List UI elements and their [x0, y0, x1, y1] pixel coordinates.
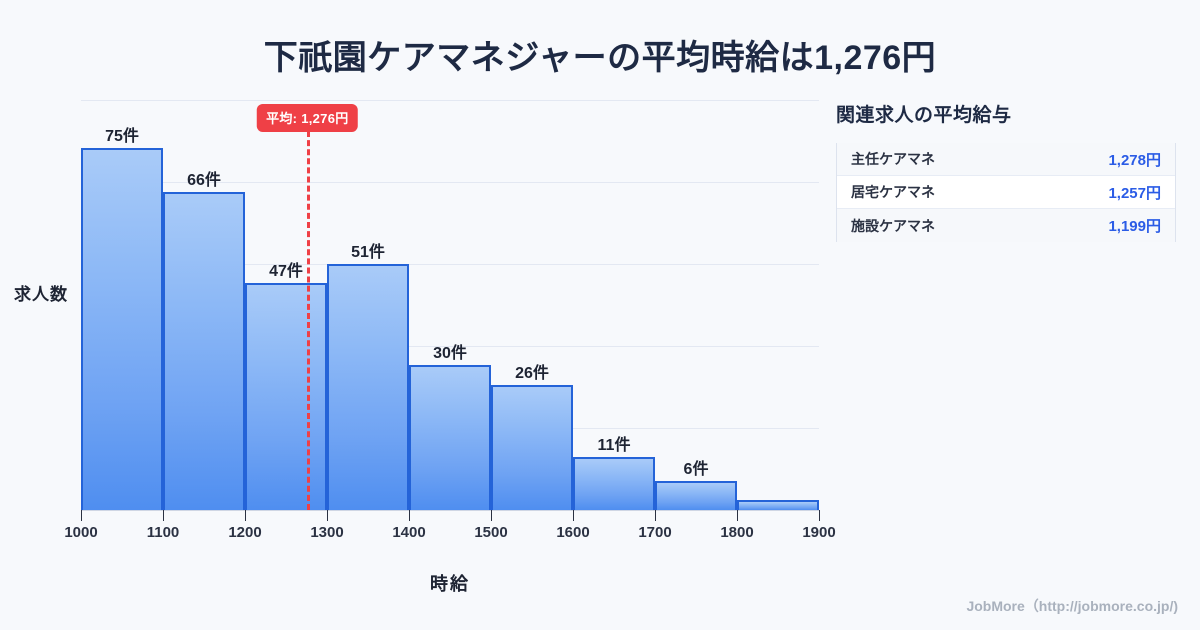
related-salary-table: 主任ケアマネ 1,278円居宅ケアマネ 1,257円施設ケアマネ 1,199円 [836, 143, 1176, 242]
y-axis-title: 求人数 [14, 285, 68, 304]
panel-title: 関連求人の平均給与 [836, 105, 1012, 126]
x-axis-tick-label: 1500 [474, 524, 508, 541]
histogram-bar[interactable] [573, 456, 655, 510]
gridline [81, 182, 819, 183]
histogram-bar[interactable] [491, 384, 573, 510]
table-row-value: 1,199円 [1108, 218, 1161, 235]
histogram-bar[interactable] [737, 500, 819, 510]
histogram-bar[interactable] [327, 264, 409, 510]
x-axis-tick [737, 510, 738, 521]
x-axis-line [81, 510, 819, 511]
bar-value-label: 6件 [683, 461, 709, 479]
table-row[interactable]: 施設ケアマネ 1,199円 [837, 209, 1175, 242]
histogram-bar[interactable] [245, 283, 327, 510]
bar-value-label: 47件 [269, 263, 303, 281]
histogram-bar[interactable] [81, 148, 163, 510]
x-axis-tick-label: 1000 [64, 524, 98, 541]
gridline [81, 346, 819, 347]
table-row-label: 居宅ケアマネ [851, 184, 935, 200]
x-axis-tick [409, 510, 410, 521]
x-axis-title: 時給 [430, 574, 470, 594]
histogram-bar[interactable] [655, 481, 737, 510]
x-axis-tick [163, 510, 164, 521]
x-axis-tick-label: 1700 [638, 524, 672, 541]
chart-plot-area: 75件 66件 47件 51件 30件 26件 11件 6件 1000 1100 1200 1300… [14, 100, 836, 594]
average-vline [307, 131, 311, 510]
x-axis-tick-label: 1200 [228, 524, 262, 541]
x-axis-tick-label: 1800 [720, 524, 754, 541]
table-row-value: 1,257円 [1108, 184, 1161, 202]
table-row[interactable]: 主任ケアマネ 1,278円 [837, 143, 1175, 176]
related-salary-panel: 関連求人の平均給与 主任ケアマネ 1,278円居宅ケアマネ 1,257円施設ケアマネ… [836, 100, 1176, 242]
x-axis-tick-label: 1400 [392, 524, 426, 541]
histogram-bar[interactable] [163, 191, 245, 510]
x-axis-tick [327, 510, 328, 521]
table-row[interactable]: 居宅ケアマネ 1,257円 [837, 176, 1175, 209]
bar-value-label: 66件 [187, 171, 221, 189]
bar-value-label: 30件 [433, 345, 467, 363]
histogram-bar[interactable] [409, 365, 491, 510]
x-axis-tick [491, 510, 492, 521]
page-title: 下祇園ケアマネジャーの平均時給は1,276円 [263, 39, 937, 77]
x-axis-tick-label: 1300 [310, 524, 344, 541]
x-axis-tick [81, 510, 82, 521]
x-axis-tick [819, 510, 820, 521]
x-axis-tick-label: 1600 [556, 524, 590, 541]
plot-canvas: 75件 66件 47件 51件 30件 26件 11件 6件 [81, 100, 819, 510]
x-axis-tick [245, 510, 246, 521]
bar-value-label: 26件 [515, 364, 549, 382]
gridline [81, 100, 819, 101]
bar-value-label: 75件 [105, 128, 139, 146]
x-axis-tick [655, 510, 656, 521]
bar-value-label: 11件 [597, 436, 631, 454]
x-axis-tick-label: 1100 [146, 524, 180, 541]
footer-credit: JobMore（http://jobmore.co.jp/) [966, 598, 1178, 614]
x-axis-tick-label: 1900 [802, 524, 836, 541]
bar-value-label: 51件 [351, 244, 385, 261]
table-row-label: 主任ケアマネ [851, 151, 935, 167]
gridline [81, 264, 819, 265]
table-row-label: 施設ケアマネ [851, 217, 935, 234]
average-badge: 平均: 1,276円 [257, 104, 358, 132]
table-row-value: 1,278円 [1108, 151, 1161, 169]
x-axis-tick [573, 510, 574, 521]
